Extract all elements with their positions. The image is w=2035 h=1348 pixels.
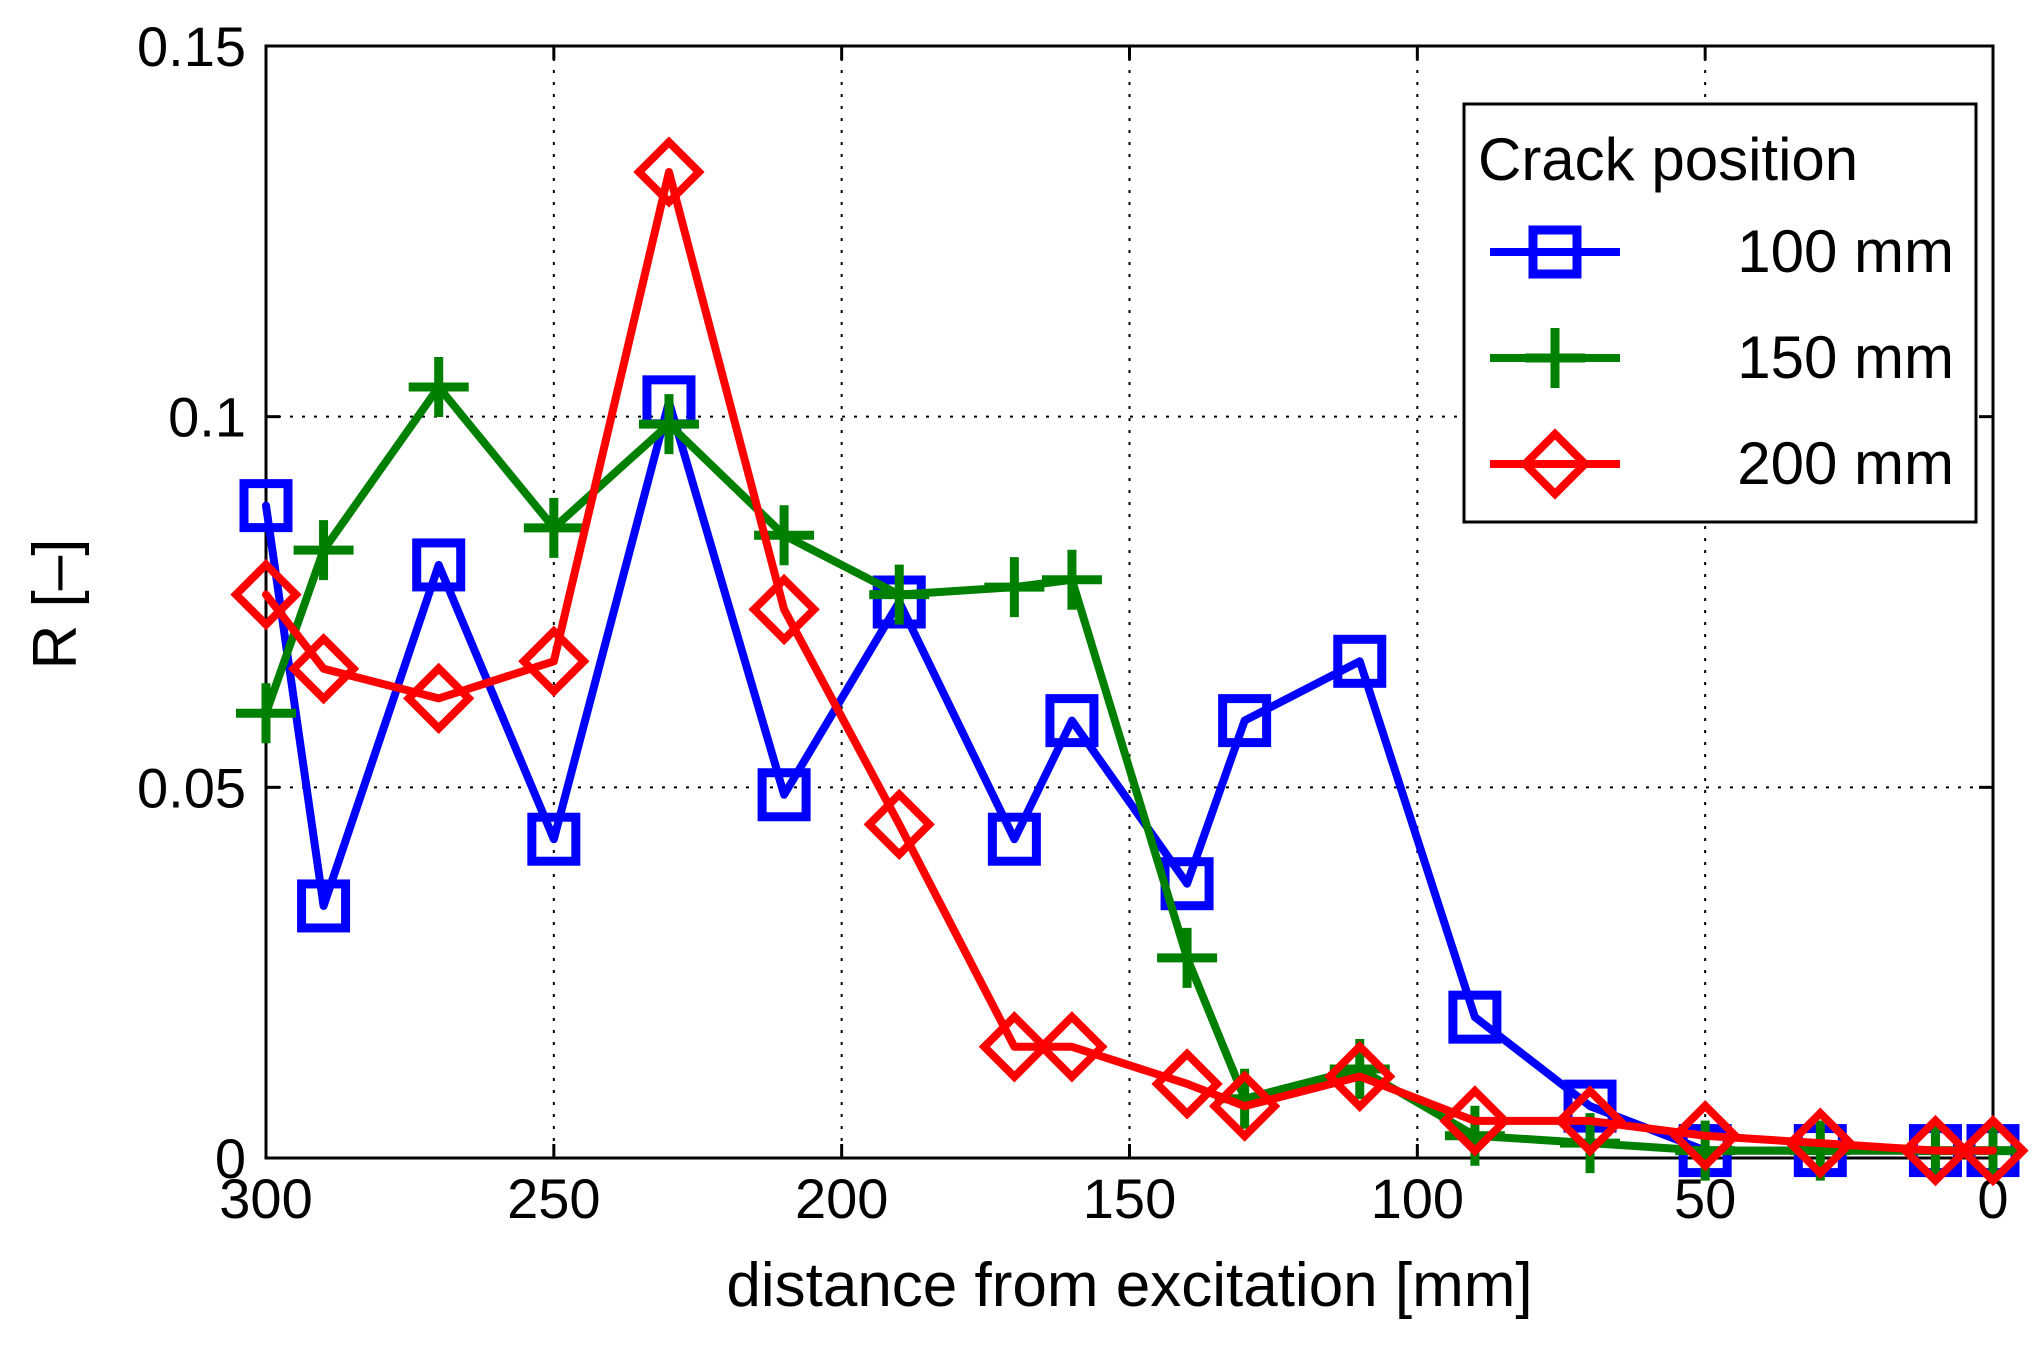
data-point — [239, 479, 293, 533]
legend-marker — [1528, 225, 1582, 279]
data-point — [757, 768, 811, 822]
x-tick-label: 200 — [795, 1167, 888, 1230]
y-tick-label: 0 — [215, 1127, 246, 1190]
y-tick-label: 0.15 — [137, 15, 246, 78]
legend-marker — [1519, 428, 1591, 500]
series-200-mm — [230, 136, 2029, 1187]
legend-entry: 200 mm — [1490, 428, 1954, 500]
data-point — [297, 879, 351, 933]
data-point — [1333, 634, 1387, 688]
data-point — [863, 788, 935, 861]
series-layer — [230, 136, 2029, 1187]
data-point — [230, 558, 302, 631]
data-point — [1045, 694, 1099, 748]
legend-box — [1462, 102, 1978, 524]
legend-label: 150 mm — [1737, 324, 1954, 391]
legend-title: Crack position — [1478, 126, 1858, 193]
x-tick-label: 100 — [1371, 1167, 1464, 1230]
data-point — [1957, 1114, 2029, 1187]
data-point — [1324, 1040, 1396, 1113]
data-point — [527, 812, 581, 866]
y-tick-label: 0.05 — [137, 756, 246, 819]
legend-entry: 100 mm — [1490, 218, 1954, 285]
data-point — [1208, 1070, 1281, 1142]
data-point — [523, 497, 584, 558]
data-point — [1899, 1114, 1972, 1187]
data-point — [987, 812, 1041, 866]
data-point — [1036, 1011, 1108, 1083]
legend-marker — [1525, 328, 1585, 388]
data-point — [748, 573, 820, 646]
data-point — [1554, 1085, 1626, 1157]
data-point — [1439, 1085, 1511, 1157]
legend-label: 200 mm — [1737, 430, 1954, 497]
y-tick-label: 0.1 — [168, 386, 246, 449]
data-point — [978, 1011, 1051, 1083]
x-tick-label: 150 — [1083, 1167, 1176, 1230]
axis-ticks: 300 250 200 150 100 50 000.050.10.15 — [137, 15, 2009, 1230]
x-tick-label: 250 — [507, 1167, 600, 1230]
data-point — [1151, 1048, 1223, 1120]
data-point — [412, 538, 466, 592]
legend-entry: 150 mm — [1490, 324, 1954, 391]
legend-label: 100 mm — [1737, 218, 1954, 285]
data-point — [633, 136, 705, 208]
legend: Crack position 100 mm 150 mm 200 mm — [1462, 102, 1978, 524]
data-point — [1218, 694, 1272, 748]
data-point — [1448, 990, 1502, 1044]
y-axis-label: R [–] — [21, 539, 90, 670]
data-point — [293, 520, 354, 581]
legend-entries: 100 mm 150 mm 200 mm — [1490, 218, 1954, 500]
data-point — [1669, 1100, 1741, 1172]
data-point — [287, 633, 360, 705]
data-point — [1041, 549, 1102, 610]
data-point — [403, 662, 475, 735]
x-axis-label: distance from excitation [mm] — [726, 1251, 1532, 1320]
data-point — [984, 557, 1045, 618]
data-point — [518, 625, 590, 697]
data-point — [236, 683, 296, 744]
data-point — [638, 394, 699, 455]
data-point — [869, 564, 930, 625]
x-tick-label: 300 — [219, 1167, 312, 1230]
data-point — [1784, 1107, 1856, 1179]
data-point — [408, 357, 469, 418]
data-point — [1157, 927, 1218, 988]
